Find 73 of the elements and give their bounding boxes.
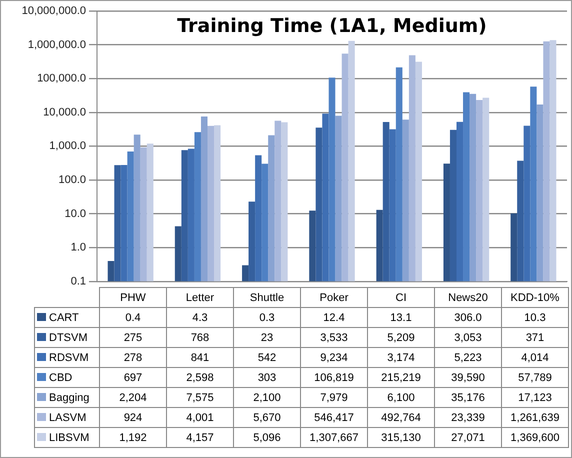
data-label: 3,174 [368,348,434,368]
legend-label: Bagging [34,388,100,408]
y-tick-label: 1,000.0 [49,140,86,152]
data-label: 306.0 [434,308,502,328]
data-label: 278 [100,348,166,368]
x-tick-label: KDD-10% [502,288,568,308]
data-label: 924 [100,408,166,428]
legend-label: DTSVM [34,328,100,348]
data-label: 6,100 [368,388,434,408]
data-label: 315,130 [368,428,434,448]
x-tick-label: News20 [434,288,502,308]
data-label: 275 [100,328,166,348]
data-label: 27,071 [434,428,502,448]
data-label: 3,053 [434,328,502,348]
data-label: 7,979 [300,388,368,408]
data-label: 841 [166,348,234,368]
data-label: 1,307,667 [300,428,368,448]
data-label: 4.3 [166,308,234,328]
y-tick-label: 10.0 [64,208,86,220]
data-label: 9,234 [300,348,368,368]
data-label: 35,176 [434,388,502,408]
data-label: 303 [234,368,300,388]
chart-title: Training Time (1A1, Medium) [176,15,488,37]
data-label: 13.1 [368,308,434,328]
data-label: 5,223 [434,348,502,368]
data-label: 1,369,600 [502,428,568,448]
data-label: 371 [502,328,568,348]
y-tick-label: 100.0 [58,174,86,186]
data-label: 57,789 [502,368,568,388]
data-label: 2,598 [166,368,234,388]
x-tick-label: PHW [100,288,166,308]
y-tick-label: 0.1 [70,275,86,288]
data-label: 5,670 [234,408,300,428]
x-tick-label: Poker [300,288,368,308]
data-label: 768 [166,328,234,348]
data-label: 215,219 [368,368,434,388]
data-label: 546,417 [300,408,368,428]
data-label: 697 [100,368,166,388]
data-label: 1,192 [100,428,166,448]
data-label: 3,533 [300,328,368,348]
legend-label: LASVM [34,408,100,428]
x-tick-label: Shuttle [234,288,300,308]
data-label: 4,001 [166,408,234,428]
data-label: 17,123 [502,388,568,408]
data-label: 7,575 [166,388,234,408]
data-label: 542 [234,348,300,368]
data-label: 23,339 [434,408,502,428]
data-label: 39,590 [434,368,502,388]
data-label: 10.3 [502,308,568,328]
data-label: 106,819 [300,368,368,388]
data-label: 4,014 [502,348,568,368]
data-label: 2,100 [234,388,300,408]
data-label: 5,209 [368,328,434,348]
data-label: 0.4 [100,308,166,328]
legend-label: CBD [34,368,100,388]
y-tick-label: 100,000.0 [37,72,86,85]
x-tick-label: CI [368,288,434,308]
y-tick-label: 1.0 [70,242,86,254]
y-tick-label: 10,000,000.0 [22,5,86,18]
data-label: 2,204 [100,388,166,408]
legend-label: RDSVM [34,348,100,368]
data-label: 1,261,639 [502,408,568,428]
data-label: 23 [234,328,300,348]
data-label: 5,096 [234,428,300,448]
x-tick-label: Letter [166,288,234,308]
data-label: 12.4 [300,308,368,328]
data-label: 4,157 [166,428,234,448]
data-label: 0.3 [234,308,300,328]
y-tick-label: 1,000,000.0 [28,38,86,51]
y-tick-label: 10,000.0 [43,106,86,118]
legend-label: CART [34,308,100,328]
legend-label: LIBSVM [34,428,100,448]
data-label: 492,764 [368,408,434,428]
